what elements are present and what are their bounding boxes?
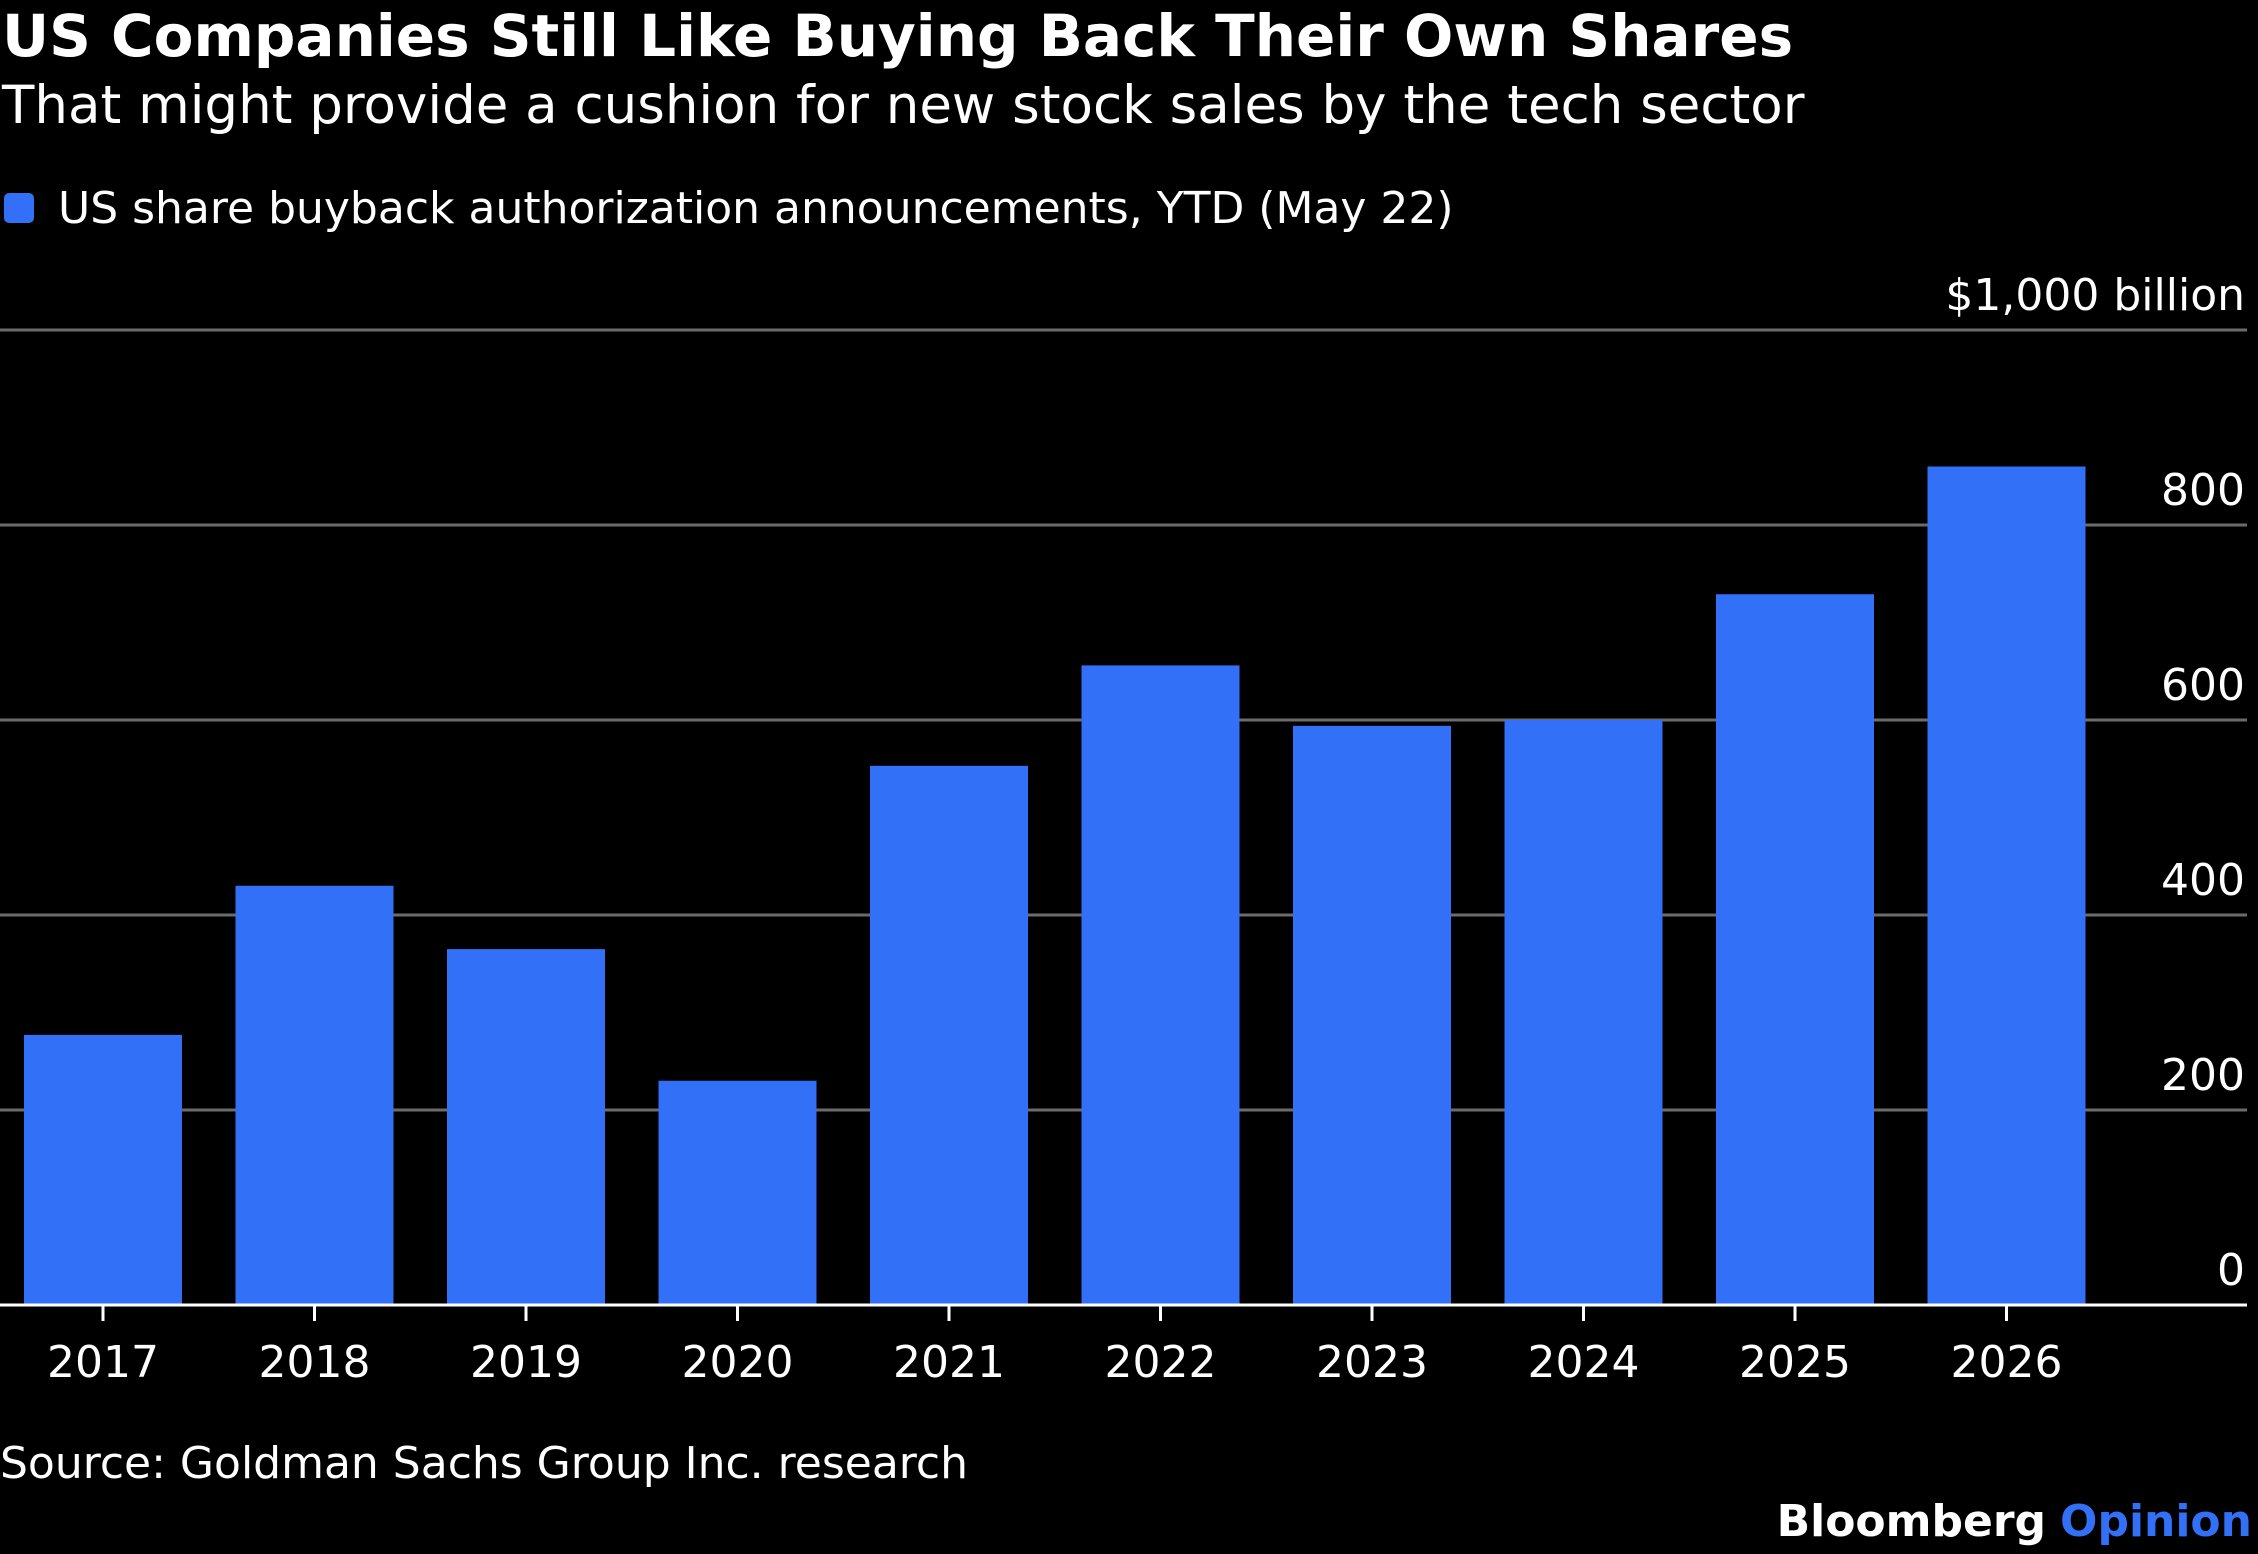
chart-title: US Companies Still Like Buying Back Thei…: [2, 2, 1794, 70]
x-tick-label: 2021: [893, 1337, 1005, 1388]
bar-2020: [658, 1080, 817, 1305]
y-tick-label: 400: [2161, 855, 2245, 906]
x-tick-label: 2022: [1105, 1337, 1217, 1388]
bar-2024: [1504, 720, 1663, 1305]
bar-2019: [447, 949, 605, 1305]
bar-chart: 0 200 400 600 800 $1,000 billion 2017 2018 2019 2…: [0, 270, 2247, 1388]
bar-2022: [1081, 665, 1240, 1305]
x-tick-label: 2024: [1528, 1337, 1640, 1388]
bar-2017: [24, 1034, 182, 1305]
bar-2026: [1927, 466, 2086, 1305]
brand-suffix: Opinion: [2060, 1496, 2252, 1547]
bar-2018: [235, 885, 394, 1305]
bar-2023: [1293, 725, 1451, 1305]
brand-logo: Bloomberg Opinion: [1777, 1494, 2252, 1550]
y-tick-label: $1,000 billion: [1945, 270, 2245, 321]
y-tick-label: 0: [2217, 1245, 2245, 1296]
y-tick-label: 600: [2161, 660, 2245, 711]
legend-swatch: [4, 193, 34, 223]
bar-2025: [1716, 594, 1874, 1305]
y-tick-label: 800: [2161, 465, 2245, 516]
x-tick-label: 2020: [682, 1337, 794, 1388]
x-tick-label: 2019: [470, 1337, 582, 1388]
x-tick-label: 2018: [259, 1337, 371, 1388]
bar-2021: [870, 765, 1028, 1305]
x-tick-label: 2023: [1316, 1337, 1428, 1388]
legend: US share buyback authorization announcem…: [4, 180, 1454, 236]
x-tick-label: 2026: [1951, 1337, 2063, 1388]
x-tick-label: 2025: [1739, 1337, 1851, 1388]
x-tick-label: 2017: [47, 1337, 159, 1388]
y-tick-label: 200: [2161, 1050, 2245, 1101]
legend-label: US share buyback authorization announcem…: [58, 182, 1454, 234]
source-note: Source: Goldman Sachs Group Inc. researc…: [0, 1438, 968, 1489]
chart-subtitle: That might provide a cushion for new sto…: [2, 75, 1805, 136]
brand-name: Bloomberg: [1776, 1496, 2047, 1547]
